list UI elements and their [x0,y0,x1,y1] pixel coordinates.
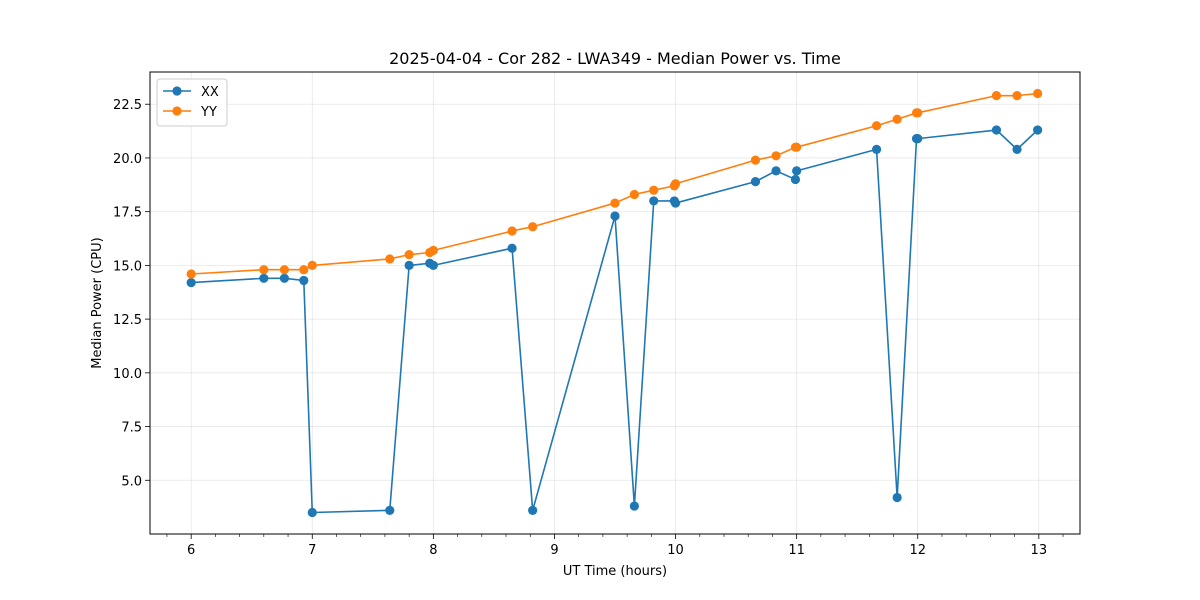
data-point-xx [279,273,290,283]
data-point-yy [385,254,395,264]
legend-marker-xx [172,86,182,96]
series-layer [186,88,1043,518]
x-tick-label: 13 [1031,543,1048,558]
x-tick-label: 7 [308,543,316,558]
data-point-xx [913,134,923,144]
data-point-yy [1012,91,1022,101]
y-tick-label: 7.5 [121,421,142,436]
data-point-xx [1033,125,1043,135]
data-point-yy [871,121,882,131]
y-tick-label: 17.5 [113,206,142,221]
data-point-yy [913,108,923,118]
data-point-xx [670,198,681,208]
x-tick-label: 10 [667,543,684,558]
data-point-xx [385,505,395,515]
data-point-xx [299,275,309,286]
data-point-yy [1033,88,1043,99]
data-point-xx [871,144,882,154]
axis-ticks: 6 7 8 9 10 11 12 13 5.0 7.5 10.0 12.5 15.0 17.5 20.0 22… [113,98,1064,558]
data-point-yy [307,260,317,270]
data-point-xx [649,196,659,206]
data-point-yy [528,222,538,232]
data-point-yy [404,250,414,260]
y-tick-label: 12.5 [113,313,142,328]
grid [150,72,1080,534]
y-tick-label: 20.0 [113,152,142,167]
data-point-xx [528,505,538,515]
plot-frame [149,71,1081,535]
data-point-yy [259,265,269,275]
data-point-yy [750,155,761,165]
x-tick-label: 6 [187,543,195,558]
series-line-xx [191,129,1039,514]
data-point-xx [771,166,781,176]
x-axis-label: UT Time (hours) [563,564,667,579]
data-point-yy [649,185,659,195]
x-tick-label: 8 [429,543,437,558]
data-point-xx [892,492,902,503]
data-point-xx [507,243,517,253]
x-tick-label: 12 [909,543,926,558]
data-point-yy [507,226,517,236]
data-point-yy [629,189,639,200]
data-point-yy [186,269,196,279]
data-point-yy [610,198,620,208]
data-point-yy [792,142,802,152]
data-point-xx [186,277,196,288]
legend-label-yy: YY [200,105,217,120]
data-point-xx [404,260,414,270]
x-tick-label: 11 [788,543,805,558]
data-point-xx [629,501,639,511]
legend-label-xx: XX [201,85,219,100]
data-point-xx [428,260,438,270]
data-point-yy [670,179,681,189]
data-point-xx [991,125,1002,135]
data-point-xx [792,166,802,176]
y-tick-label: 10.0 [113,367,142,382]
data-point-xx [790,174,801,185]
data-point-yy [991,91,1002,101]
x-tick-label: 9 [550,543,558,558]
series-xx [186,125,1043,518]
data-point-xx [307,507,317,518]
y-tick-label: 5.0 [121,474,142,489]
y-tick-label: 15.0 [113,259,142,274]
data-point-yy [771,151,781,161]
data-point-yy [892,114,902,124]
legend: XX YY [156,78,228,127]
data-point-yy [299,265,309,275]
y-axis-label: Median Power (CPU) [90,237,105,368]
data-point-xx [259,273,269,283]
data-point-xx [750,176,761,187]
chart-title: 2025-04-04 - Cor 282 - LWA349 - Median P… [389,49,841,68]
data-point-xx [1012,144,1022,154]
data-point-yy [279,265,290,275]
data-point-xx [610,211,620,221]
series-yy [186,88,1043,279]
data-point-yy [428,245,438,255]
y-tick-label: 22.5 [113,98,142,113]
legend-marker-yy [172,106,182,116]
